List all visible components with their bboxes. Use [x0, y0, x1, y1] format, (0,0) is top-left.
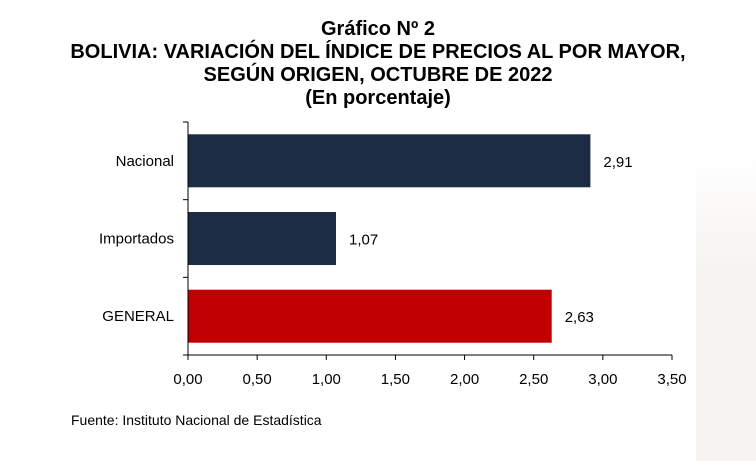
bar-nacional — [188, 134, 591, 188]
category-label-importados: Importados — [99, 231, 174, 248]
background-decoration — [696, 150, 756, 461]
x-tick-label: 3,50 — [657, 371, 686, 388]
value-label-importados: 1,07 — [349, 232, 378, 249]
value-label-general: 2,63 — [565, 309, 594, 326]
chart-title-line-3: SEGÚN ORIGEN, OCTUBRE DE 2022 — [203, 64, 553, 86]
chart-title: Gráfico Nº 2 BOLIVIA: VARIACIÓN DEL ÍNDI… — [0, 18, 756, 110]
bar-importados — [188, 212, 336, 265]
x-tick-label: 0,50 — [242, 371, 271, 388]
source-note: Fuente: Instituto Nacional de Estadístic… — [71, 412, 322, 428]
x-tick-label: 3,00 — [588, 371, 617, 388]
value-label-nacional: 2,91 — [603, 154, 632, 171]
category-label-general: GENERAL — [102, 308, 174, 325]
x-tick-label: 0,00 — [173, 371, 202, 388]
x-tick-label: 2,50 — [519, 371, 548, 388]
category-label-nacional: Nacional — [116, 153, 174, 170]
x-tick-label: 1,50 — [381, 371, 410, 388]
x-tick-label: 1,00 — [312, 371, 341, 388]
bar-general — [188, 289, 552, 343]
chart-subtitle: (En porcentaje) — [305, 87, 451, 109]
chart-title-line-1: Gráfico Nº 2 — [320, 18, 435, 40]
x-tick-label: 2,00 — [450, 371, 479, 388]
chart-title-line-2: BOLIVIA: VARIACIÓN DEL ÍNDICE DE PRECIOS… — [70, 41, 686, 63]
